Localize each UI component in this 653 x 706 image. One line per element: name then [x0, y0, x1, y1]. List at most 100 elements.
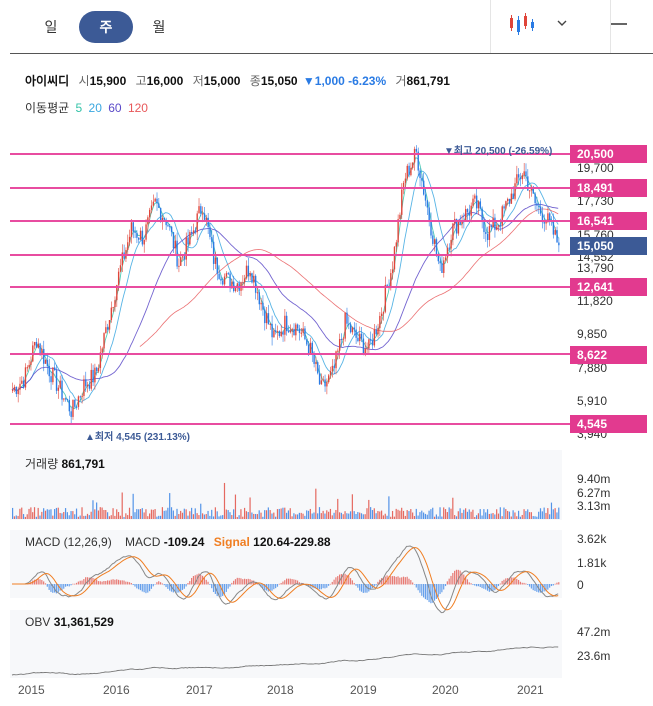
macd-histogram-bar: [291, 579, 293, 585]
candle-body: [311, 342, 313, 355]
price-tag-level: 16,541: [570, 212, 647, 230]
macd-histogram-bar: [260, 584, 262, 588]
volume-bar: [459, 508, 461, 519]
candle-body: [382, 311, 385, 314]
macd-histogram-bar: [132, 584, 134, 586]
macd-axis-label: 1.81k: [577, 556, 607, 570]
volume-bar: [547, 508, 549, 519]
volume-bar: [176, 508, 178, 519]
macd-histogram-bar: [136, 584, 138, 589]
volume-bar: [94, 509, 96, 519]
macd-histogram-bar: [293, 579, 295, 585]
macd-histogram-bar: [176, 584, 178, 593]
macd-histogram-bar: [139, 584, 142, 591]
candle-body: [362, 338, 365, 354]
chevron-down-icon[interactable]: [555, 16, 569, 30]
volume-bar: [245, 511, 248, 519]
volume-bar: [112, 508, 114, 519]
macd-histogram-bar: [421, 584, 423, 596]
candle-body: [134, 231, 136, 233]
candle-body: [426, 200, 429, 208]
year-label: 2020: [432, 683, 459, 697]
tab-month[interactable]: 월: [152, 19, 166, 35]
macd-histogram-bar: [486, 584, 489, 591]
macd-histogram-bar: [121, 580, 123, 585]
macd-histogram-bar: [161, 583, 163, 585]
macd-histogram-bar: [39, 579, 41, 585]
volume-bar: [452, 497, 454, 519]
volume-bar: [412, 512, 414, 519]
volume-axis-label: 9.40m: [577, 472, 611, 486]
header-divider: [10, 53, 653, 54]
candle-body: [264, 309, 266, 324]
macd-histogram-bar: [349, 578, 352, 585]
volume-bar: [286, 512, 288, 519]
candle-body: [331, 365, 334, 372]
candle-body: [430, 220, 432, 236]
volume-bar: [554, 508, 556, 519]
macd-histogram-bar: [326, 584, 328, 588]
volume-bar: [225, 509, 227, 519]
volume-bar: [33, 507, 36, 519]
candle-body: [494, 217, 496, 230]
volume-bar: [130, 515, 132, 519]
candle-body: [470, 205, 472, 216]
tab-week[interactable]: 주: [79, 11, 133, 43]
volume-bar: [247, 512, 249, 519]
candle-body: [99, 352, 102, 368]
candle-body: [483, 221, 485, 233]
volume-label: 거: [395, 74, 407, 88]
volume-bar: [353, 511, 355, 519]
macd-histogram-bar: [117, 579, 120, 585]
volume-bar: [435, 514, 437, 519]
candle-body: [439, 261, 441, 264]
macd-histogram-bar: [130, 583, 132, 585]
macd-histogram-bar: [516, 578, 518, 585]
candle-body: [448, 247, 450, 249]
candle-body: [243, 278, 246, 283]
volume-bar: [234, 494, 237, 519]
volume-bar: [470, 511, 472, 519]
macd-histogram-bar: [167, 584, 169, 589]
macd-histogram-bar: [393, 576, 395, 585]
volume-bar: [541, 511, 543, 519]
macd-histogram-bar: [337, 576, 339, 585]
candle-body: [488, 226, 491, 240]
tab-day[interactable]: 일: [44, 19, 58, 35]
volume-bar: [243, 507, 246, 519]
macd-histogram-bar: [44, 583, 47, 585]
candle-body: [41, 348, 43, 354]
candle-body: [12, 390, 14, 392]
volume-bar: [538, 511, 540, 519]
volume-bar: [433, 516, 436, 519]
volume-bar: [198, 515, 200, 519]
volume-bar: [315, 488, 317, 519]
candle-body: [222, 280, 224, 285]
volume-bar: [256, 514, 258, 519]
macd-histogram-bar: [417, 584, 419, 591]
macd-histogram-bar: [523, 582, 525, 585]
hamburger-menu-icon[interactable]: [609, 17, 629, 31]
volume-bar: [351, 494, 353, 519]
volume-bar: [402, 510, 405, 519]
macd-histogram-bar: [375, 584, 377, 586]
volume-bar: [174, 515, 176, 519]
volume-bar: [512, 510, 514, 519]
volume-bar: [349, 511, 352, 519]
macd-histogram-bar: [149, 584, 151, 592]
candlestick-icon[interactable]: [507, 10, 537, 40]
macd-histogram-bar: [192, 576, 195, 585]
macd-histogram-bar: [320, 584, 322, 590]
candle-body: [63, 398, 65, 400]
candle-body: [486, 233, 489, 240]
candle-body: [52, 367, 54, 383]
candle-body: [156, 198, 158, 204]
volume-bar: [485, 512, 487, 519]
macd-histogram-bar: [335, 577, 337, 585]
candle-body: [377, 328, 379, 335]
volume-bar: [103, 509, 105, 519]
volume-bar: [457, 511, 459, 519]
volume-bar: [503, 507, 505, 519]
candle-body: [432, 235, 434, 244]
